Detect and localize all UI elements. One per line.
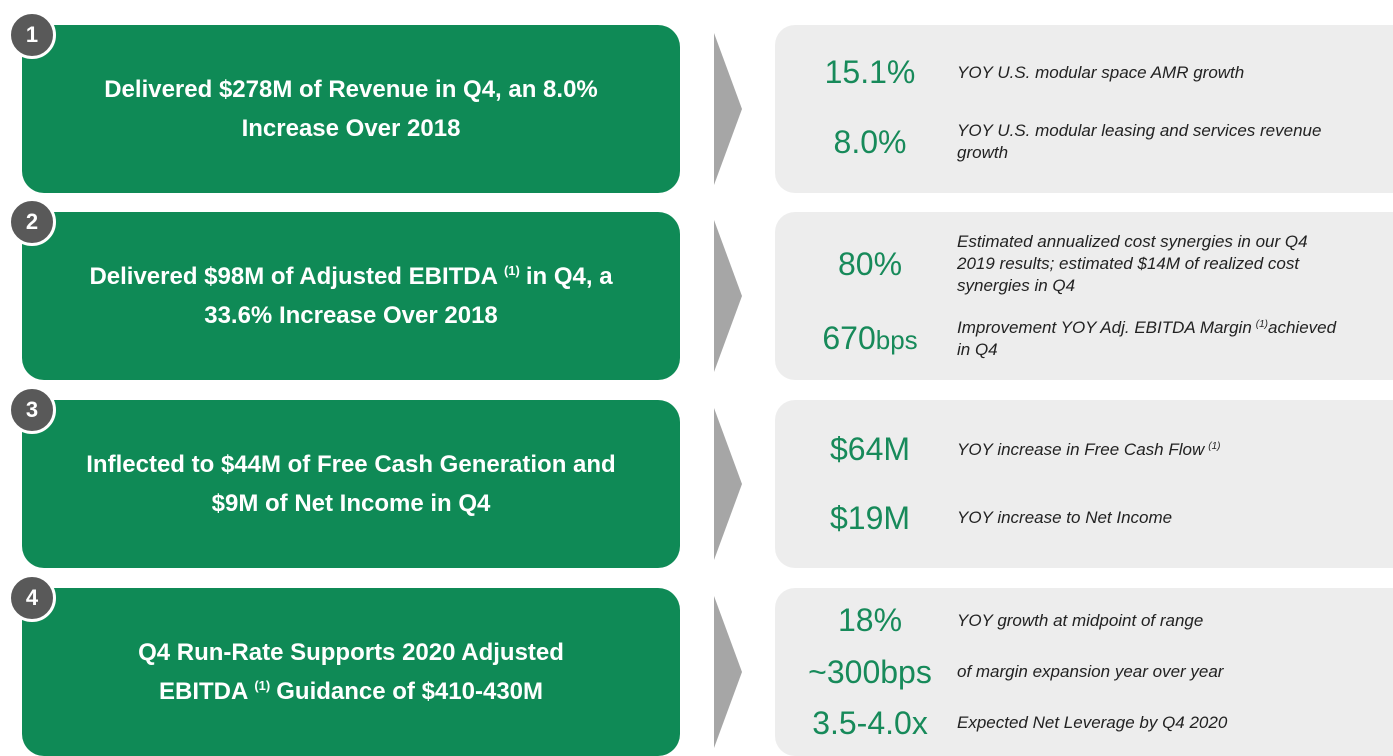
row: 4 Q4 Run-Rate Supports 2020 Adjusted EBITD… xyxy=(0,574,1393,756)
row: 3 Inflected to $44M of Free Cash Generati… xyxy=(0,386,1393,568)
metric: $64M YOY increase in Free Cash Flow (1) xyxy=(775,431,1393,468)
metric-description: of margin expansion year over year xyxy=(957,661,1347,683)
metrics-box: 15.1% YOY U.S. modular space AMR growth 8.… xyxy=(775,25,1393,193)
row: 2 Delivered $98M of Adjusted EBITDA (1) in … xyxy=(0,198,1393,380)
text: Increase Over 2018 xyxy=(241,115,461,142)
text: YOY increase in Free Cash Flow xyxy=(957,439,1205,459)
text: Inflected to $44M of Free Cash Generatio… xyxy=(86,451,616,478)
step-badge: 1 xyxy=(8,11,56,59)
metric-description: YOY increase in Free Cash Flow (1) xyxy=(957,439,1347,461)
chevron-shape xyxy=(714,408,742,560)
metric-value: 15.1% xyxy=(775,54,965,91)
headline-line: EBITDA (1) Guidance of $410-430M xyxy=(159,672,543,711)
chevron xyxy=(714,33,742,185)
metric-value: 8.0% xyxy=(775,124,965,161)
metric: 3.5-4.0x Expected Net Leverage by Q4 2020 xyxy=(775,705,1393,742)
text: YOY growth at midpoint of range xyxy=(957,610,1204,630)
text: Q4 Run-Rate Supports 2020 Adjusted xyxy=(138,639,564,666)
metric-description: YOY U.S. modular space AMR growth xyxy=(957,62,1347,84)
metric-description: YOY increase to Net Income xyxy=(957,507,1347,529)
metric-value: $19M xyxy=(775,500,965,537)
metric-value: 80% xyxy=(775,246,965,283)
metric-value: ~300bps xyxy=(775,654,965,691)
text: $9M of Net Income in Q4 xyxy=(211,490,491,517)
metric: ~300bps of margin expansion year over yea… xyxy=(775,654,1393,691)
chevron-shape xyxy=(714,596,742,748)
metric: 80% Estimated annualized cost synergies i… xyxy=(775,231,1393,297)
chevron xyxy=(714,220,742,372)
value: 670 xyxy=(822,320,876,357)
metric-description: YOY growth at midpoint of range xyxy=(957,610,1347,632)
headline-box: Delivered $98M of Adjusted EBITDA (1) in Q… xyxy=(22,212,680,380)
headline-box: Inflected to $44M of Free Cash Generatio… xyxy=(22,400,680,568)
text: Delivered $278M of Revenue in Q4, an 8.0… xyxy=(104,76,598,103)
value: 15.1% xyxy=(824,54,916,90)
metric-description: Improvement YOY Adj. EBITDA Margin (1)ach… xyxy=(957,317,1347,361)
text: 33.6% Increase Over 2018 xyxy=(204,302,498,329)
text: achieved in Q4 xyxy=(957,317,1337,359)
metric: 8.0% YOY U.S. modular leasing and service… xyxy=(775,120,1393,164)
value: 3.5-4.0x xyxy=(812,704,928,741)
headline-box: Q4 Run-Rate Supports 2020 Adjusted EBITDA… xyxy=(22,588,680,756)
unit: bps xyxy=(875,325,918,356)
metric-value: 3.5-4.0x xyxy=(775,705,965,742)
text: YOY U.S. modular leasing and services re… xyxy=(957,121,1322,162)
text: Estimated annualized cost synergies in o… xyxy=(957,232,1308,296)
headline-line: 33.6% Increase Over 2018 xyxy=(204,296,498,335)
value: 18% xyxy=(837,602,903,639)
metric-description: YOY U.S. modular leasing and services re… xyxy=(957,120,1347,164)
step-badge: 4 xyxy=(8,574,56,622)
chevron-shape xyxy=(714,220,742,372)
step-badge: 3 xyxy=(8,386,56,434)
headline-line: Increase Over 2018 xyxy=(242,109,461,148)
footnote-ref: (1) xyxy=(1208,440,1221,452)
value: 80% xyxy=(837,245,903,282)
text: Guidance of $410-430M xyxy=(276,678,543,705)
text: YOY increase to Net Income xyxy=(957,508,1173,528)
metric: 15.1% YOY U.S. modular space AMR growth xyxy=(775,54,1393,91)
headline-line: Delivered $278M of Revenue in Q4, an 8.0… xyxy=(104,70,598,109)
footnote-ref: (1) xyxy=(503,263,520,278)
text: YOY U.S. modular space AMR growth xyxy=(957,62,1245,82)
footnote-ref: (1) xyxy=(1255,318,1269,330)
text: of margin expansion year over year xyxy=(957,662,1224,681)
headline-line: Q4 Run-Rate Supports 2020 Adjusted xyxy=(138,633,564,672)
metrics-box: 18% YOY growth at midpoint of range ~300bp… xyxy=(775,588,1393,756)
value: $19M xyxy=(829,499,911,536)
chevron xyxy=(714,596,742,748)
metrics-box: $64M YOY increase in Free Cash Flow (1) $19… xyxy=(775,400,1393,568)
text: EBITDA xyxy=(159,678,249,705)
row: 1 Delivered $278M of Revenue in Q4, an 8.… xyxy=(0,11,1393,193)
metric: 18% YOY growth at midpoint of range xyxy=(775,602,1393,639)
metric-value: 670bps xyxy=(775,320,965,357)
footnote-ref: (1) xyxy=(254,678,271,693)
chevron xyxy=(714,408,742,560)
text: Expected Net Leverage by Q4 2020 xyxy=(957,713,1228,733)
metric-description: Expected Net Leverage by Q4 2020 xyxy=(957,712,1347,734)
metrics-box: 80% Estimated annualized cost synergies i… xyxy=(775,212,1393,380)
value: 8.0% xyxy=(833,123,907,160)
metric: 670bps Improvement YOY Adj. EBITDA Margin… xyxy=(775,317,1393,361)
headline-line: $9M of Net Income in Q4 xyxy=(212,484,491,523)
metric-value: 18% xyxy=(775,602,965,639)
value: ~300bps xyxy=(808,653,932,690)
headline-box: Delivered $278M of Revenue in Q4, an 8.0… xyxy=(22,25,680,193)
metric: $19M YOY increase to Net Income xyxy=(775,500,1393,537)
headline-line: Inflected to $44M of Free Cash Generatio… xyxy=(86,445,615,484)
step-badge: 2 xyxy=(8,198,56,246)
headline-line: Delivered $98M of Adjusted EBITDA (1) in Q… xyxy=(89,257,612,296)
chevron-shape xyxy=(714,33,742,185)
text: in Q4, a xyxy=(525,263,613,290)
text: Delivered $98M of Adjusted EBITDA xyxy=(89,263,498,290)
metric-description: Estimated annualized cost synergies in o… xyxy=(957,231,1347,297)
text: Improvement YOY Adj. EBITDA Margin xyxy=(957,317,1252,337)
metric-value: $64M xyxy=(775,431,965,468)
value: $64M xyxy=(829,431,911,468)
